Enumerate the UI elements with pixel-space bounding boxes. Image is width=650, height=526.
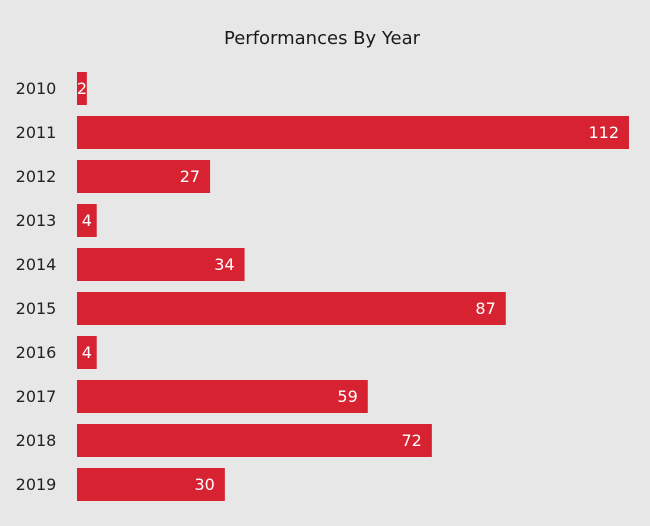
bar-value-2018: 72 [401,431,421,450]
bar-2012 [77,160,211,193]
bar-value-2019: 30 [194,475,214,494]
category-label-2010: 2010 [16,79,57,98]
category-label-2017: 2017 [16,387,57,406]
category-label-2013: 2013 [16,211,57,230]
bar-value-2011: 112 [588,123,619,142]
bar-2018 [77,424,432,457]
chart-title: Performances By Year [224,28,421,49]
bars-group: 2010 2 2011 112 2012 27 2013 4 2014 34 2015 87 2016 4… [16,72,629,501]
bar-2015 [77,292,506,325]
category-label-2012: 2012 [16,167,57,186]
category-label-2011: 2011 [16,123,57,142]
category-label-2018: 2018 [16,431,57,450]
bar-value-2017: 59 [337,387,357,406]
category-label-2016: 2016 [16,343,57,362]
bar-2017 [77,380,368,413]
category-label-2015: 2015 [16,299,57,318]
bar-value-2010: 2 [77,79,87,98]
category-label-2019: 2019 [16,475,57,494]
bar-2011 [77,116,629,149]
bar-2010 [77,72,87,105]
bar-value-2015: 87 [475,299,495,318]
bar-value-2016: 4 [82,343,92,362]
bar-value-2012: 27 [180,167,200,186]
bar-2019 [77,468,225,501]
bar-2013 [77,204,97,237]
bar-2016 [77,336,97,369]
bar-value-2013: 4 [82,211,92,230]
bar-2014 [77,248,245,281]
category-label-2014: 2014 [16,255,57,274]
bar-value-2014: 34 [214,255,234,274]
